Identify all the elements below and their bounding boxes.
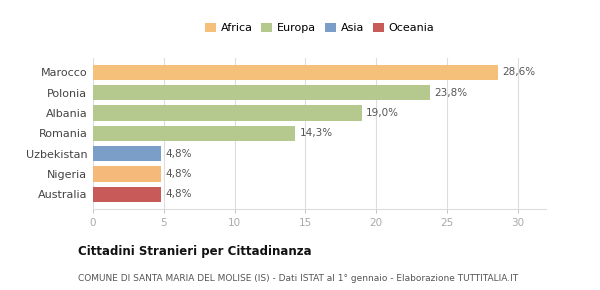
Bar xyxy=(93,65,498,80)
Text: 4,8%: 4,8% xyxy=(165,189,191,199)
Text: 4,8%: 4,8% xyxy=(165,169,191,179)
Text: 23,8%: 23,8% xyxy=(434,88,467,98)
Bar xyxy=(93,106,362,121)
Text: 28,6%: 28,6% xyxy=(502,68,535,77)
Bar xyxy=(93,146,161,161)
Text: 4,8%: 4,8% xyxy=(165,149,191,159)
Text: 14,3%: 14,3% xyxy=(299,128,333,138)
Legend: Africa, Europa, Asia, Oceania: Africa, Europa, Asia, Oceania xyxy=(200,18,439,38)
Bar xyxy=(93,166,161,182)
Text: 19,0%: 19,0% xyxy=(366,108,399,118)
Text: Cittadini Stranieri per Cittadinanza: Cittadini Stranieri per Cittadinanza xyxy=(78,245,311,258)
Text: COMUNE DI SANTA MARIA DEL MOLISE (IS) - Dati ISTAT al 1° gennaio - Elaborazione : COMUNE DI SANTA MARIA DEL MOLISE (IS) - … xyxy=(78,274,518,283)
Bar xyxy=(93,85,430,100)
Bar xyxy=(93,187,161,202)
Bar xyxy=(93,126,295,141)
